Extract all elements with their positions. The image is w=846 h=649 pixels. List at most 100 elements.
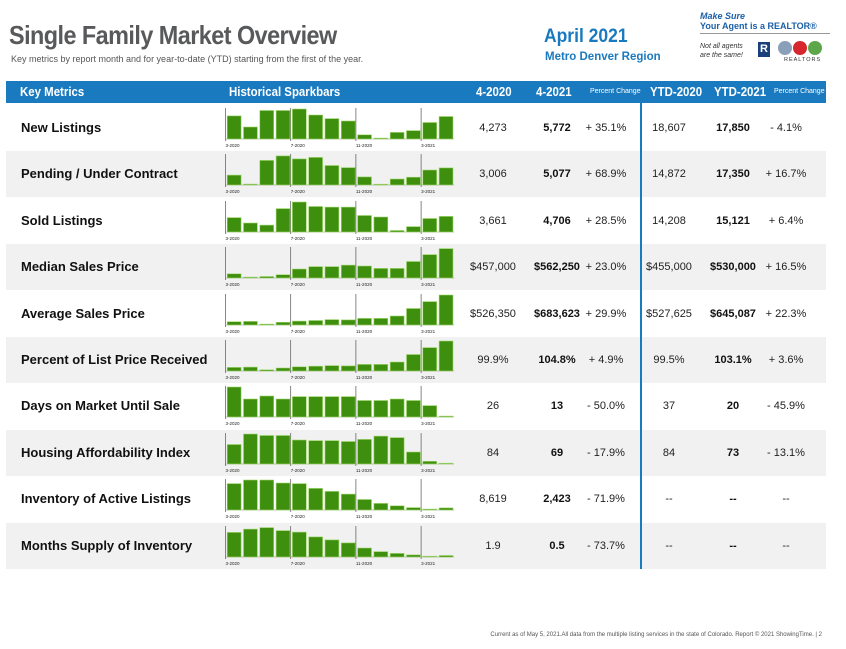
realtor-badge-line2: Your Agent is a REALTOR® — [700, 21, 830, 34]
sparkbar-bar — [422, 217, 438, 233]
sparkbar-bar — [243, 126, 258, 140]
sparkbar-bar — [406, 226, 421, 233]
sparkbar-bar — [259, 276, 274, 279]
table-row: Days on Market Until Sale 3-2020 7-2020 11-… — [6, 383, 826, 429]
page-title: Single Family Market Overview — [9, 20, 337, 50]
sparkbar-bar — [259, 369, 274, 372]
sparkbar-tick-label: 3-2021 — [421, 514, 436, 519]
value-ytd-2021: 15,121 — [716, 214, 750, 227]
value-4-2021: $683,623 — [534, 307, 580, 320]
value-ytd-percent-change: -- — [782, 493, 790, 506]
sparkbar-tick-label: 3-2021 — [421, 143, 436, 148]
sparkbar-bar — [406, 177, 421, 186]
value-4-2021: 69 — [550, 446, 564, 459]
value-4-2021: $562,250 — [534, 261, 580, 274]
realtor-tagline-1: Not all agents — [700, 43, 743, 50]
sparkbar-bar — [259, 224, 274, 233]
sparkbar-bar — [357, 176, 372, 186]
sparkbar-bar — [308, 396, 323, 418]
value-percent-change: + 28.5% — [585, 214, 627, 227]
sparkbar-bar — [308, 536, 323, 557]
sparkbar-bar — [275, 434, 291, 465]
sparkbar-bar — [373, 268, 389, 279]
sparkbar-tick-label: 3-2020 — [226, 421, 241, 426]
sparkbar-bar — [389, 229, 405, 233]
sparkbar-bar — [341, 542, 356, 557]
sparkbar-bar — [422, 555, 438, 557]
sparkbar-bar — [438, 416, 454, 418]
sparkbar-tick-label: 11-2020 — [356, 375, 373, 380]
sparkbar-bar — [243, 479, 258, 511]
metric-label: New Listings — [21, 120, 102, 135]
value-4-2020: 4,273 — [479, 122, 507, 134]
value-ytd-percent-change: + 22.3% — [765, 307, 807, 320]
sparkbar-bar — [292, 531, 307, 557]
sparkbar-bar — [438, 294, 454, 325]
sparkbar-tick-label: 11-2020 — [356, 561, 373, 566]
value-4-2020: 3,006 — [479, 168, 507, 181]
value-ytd-2021: 103.1% — [714, 354, 752, 366]
sparkbar-tick-label: 11-2020 — [356, 468, 373, 473]
sparkbar-bar — [422, 405, 438, 418]
sparkbar-bar — [226, 273, 242, 279]
value-4-2021: 4,706 — [543, 214, 571, 227]
sparkbar-bar — [324, 365, 340, 372]
sparkbar-tick-label: 3-2020 — [226, 282, 241, 287]
sparkbar-bar — [373, 364, 389, 372]
sparkbar-bar — [324, 206, 340, 233]
table-row: Median Sales Price 3-2020 7-2020 11-2020 3-2… — [6, 244, 826, 291]
sparkbar-bar — [406, 261, 421, 279]
sparkbar-bar — [226, 387, 242, 418]
sparkbar-bar — [422, 122, 438, 140]
value-4-2021: 13 — [550, 400, 564, 413]
value-ytd-percent-change: + 3.6% — [768, 354, 804, 366]
ytd-divider — [640, 103, 642, 569]
sparkbar-bar — [324, 491, 340, 511]
sparkbar-tick-label: 7-2020 — [291, 421, 306, 426]
sparkbar-bar — [324, 318, 340, 325]
sparkbar-bar — [373, 503, 389, 511]
value-ytd-percent-change: + 6.4% — [768, 214, 804, 227]
sparkbar-bar — [324, 396, 340, 418]
sparkbar-bar — [406, 354, 421, 372]
metric-label: Days on Market Until Sale — [21, 398, 180, 414]
sparkbar-bar — [308, 266, 323, 279]
value-ytd-percent-change: - 4.1% — [770, 122, 802, 134]
metric-label: Inventory of Active Listings — [21, 491, 191, 507]
value-ytd-2020: 18,607 — [652, 122, 686, 134]
sparkbar-bar — [275, 208, 291, 233]
value-ytd-2020: $455,000 — [646, 261, 692, 274]
value-ytd-2021: $645,087 — [710, 307, 756, 320]
col-header-ytd-2021: YTD-2021 — [714, 84, 767, 99]
footer-note: Current as of May 5, 2021.All data from … — [490, 632, 822, 638]
sparkbar-bar — [389, 505, 405, 511]
sparkbar-bar — [259, 526, 274, 557]
sparkbar-tick-label: 7-2020 — [291, 375, 306, 380]
sparkbar-bar — [357, 364, 372, 372]
sparkbar-bar — [422, 508, 438, 511]
sparkbar-bar — [259, 479, 274, 511]
sparkbar-bar — [243, 276, 258, 279]
sparkbar-bar — [243, 528, 258, 557]
realtor-badge-line1: Make Sure — [700, 11, 746, 21]
sparkbar-tick-label: 3-2020 — [226, 375, 241, 380]
sparkbar-bar — [243, 366, 258, 372]
sparkbar-tick-label: 11-2020 — [356, 514, 373, 519]
sparkbar-bar — [341, 264, 356, 279]
sparkbar-chart: 3-2020 7-2020 11-2020 3-2021 — [225, 154, 455, 194]
sparkbar-bar — [324, 539, 340, 557]
sparkbar-bar — [308, 365, 323, 372]
colorado-realtors-text: REALTORS — [784, 57, 822, 63]
logo-circle-building-icon — [778, 41, 792, 55]
sparkbar-bar — [226, 483, 242, 511]
sparkbar-tick-label: 11-2020 — [356, 189, 373, 194]
realtor-tagline-2: are the same! — [700, 52, 743, 59]
value-ytd-2021: $530,000 — [710, 261, 756, 274]
sparkbar-bar — [308, 157, 323, 186]
sparkbar-bar — [226, 115, 242, 140]
metric-label: Pending / Under Contract — [21, 166, 178, 182]
value-4-2020: 99.9% — [477, 354, 509, 366]
value-percent-change: + 29.9% — [585, 307, 627, 320]
sparkbar-bar — [341, 396, 356, 418]
sparkbar-bar — [438, 554, 454, 557]
